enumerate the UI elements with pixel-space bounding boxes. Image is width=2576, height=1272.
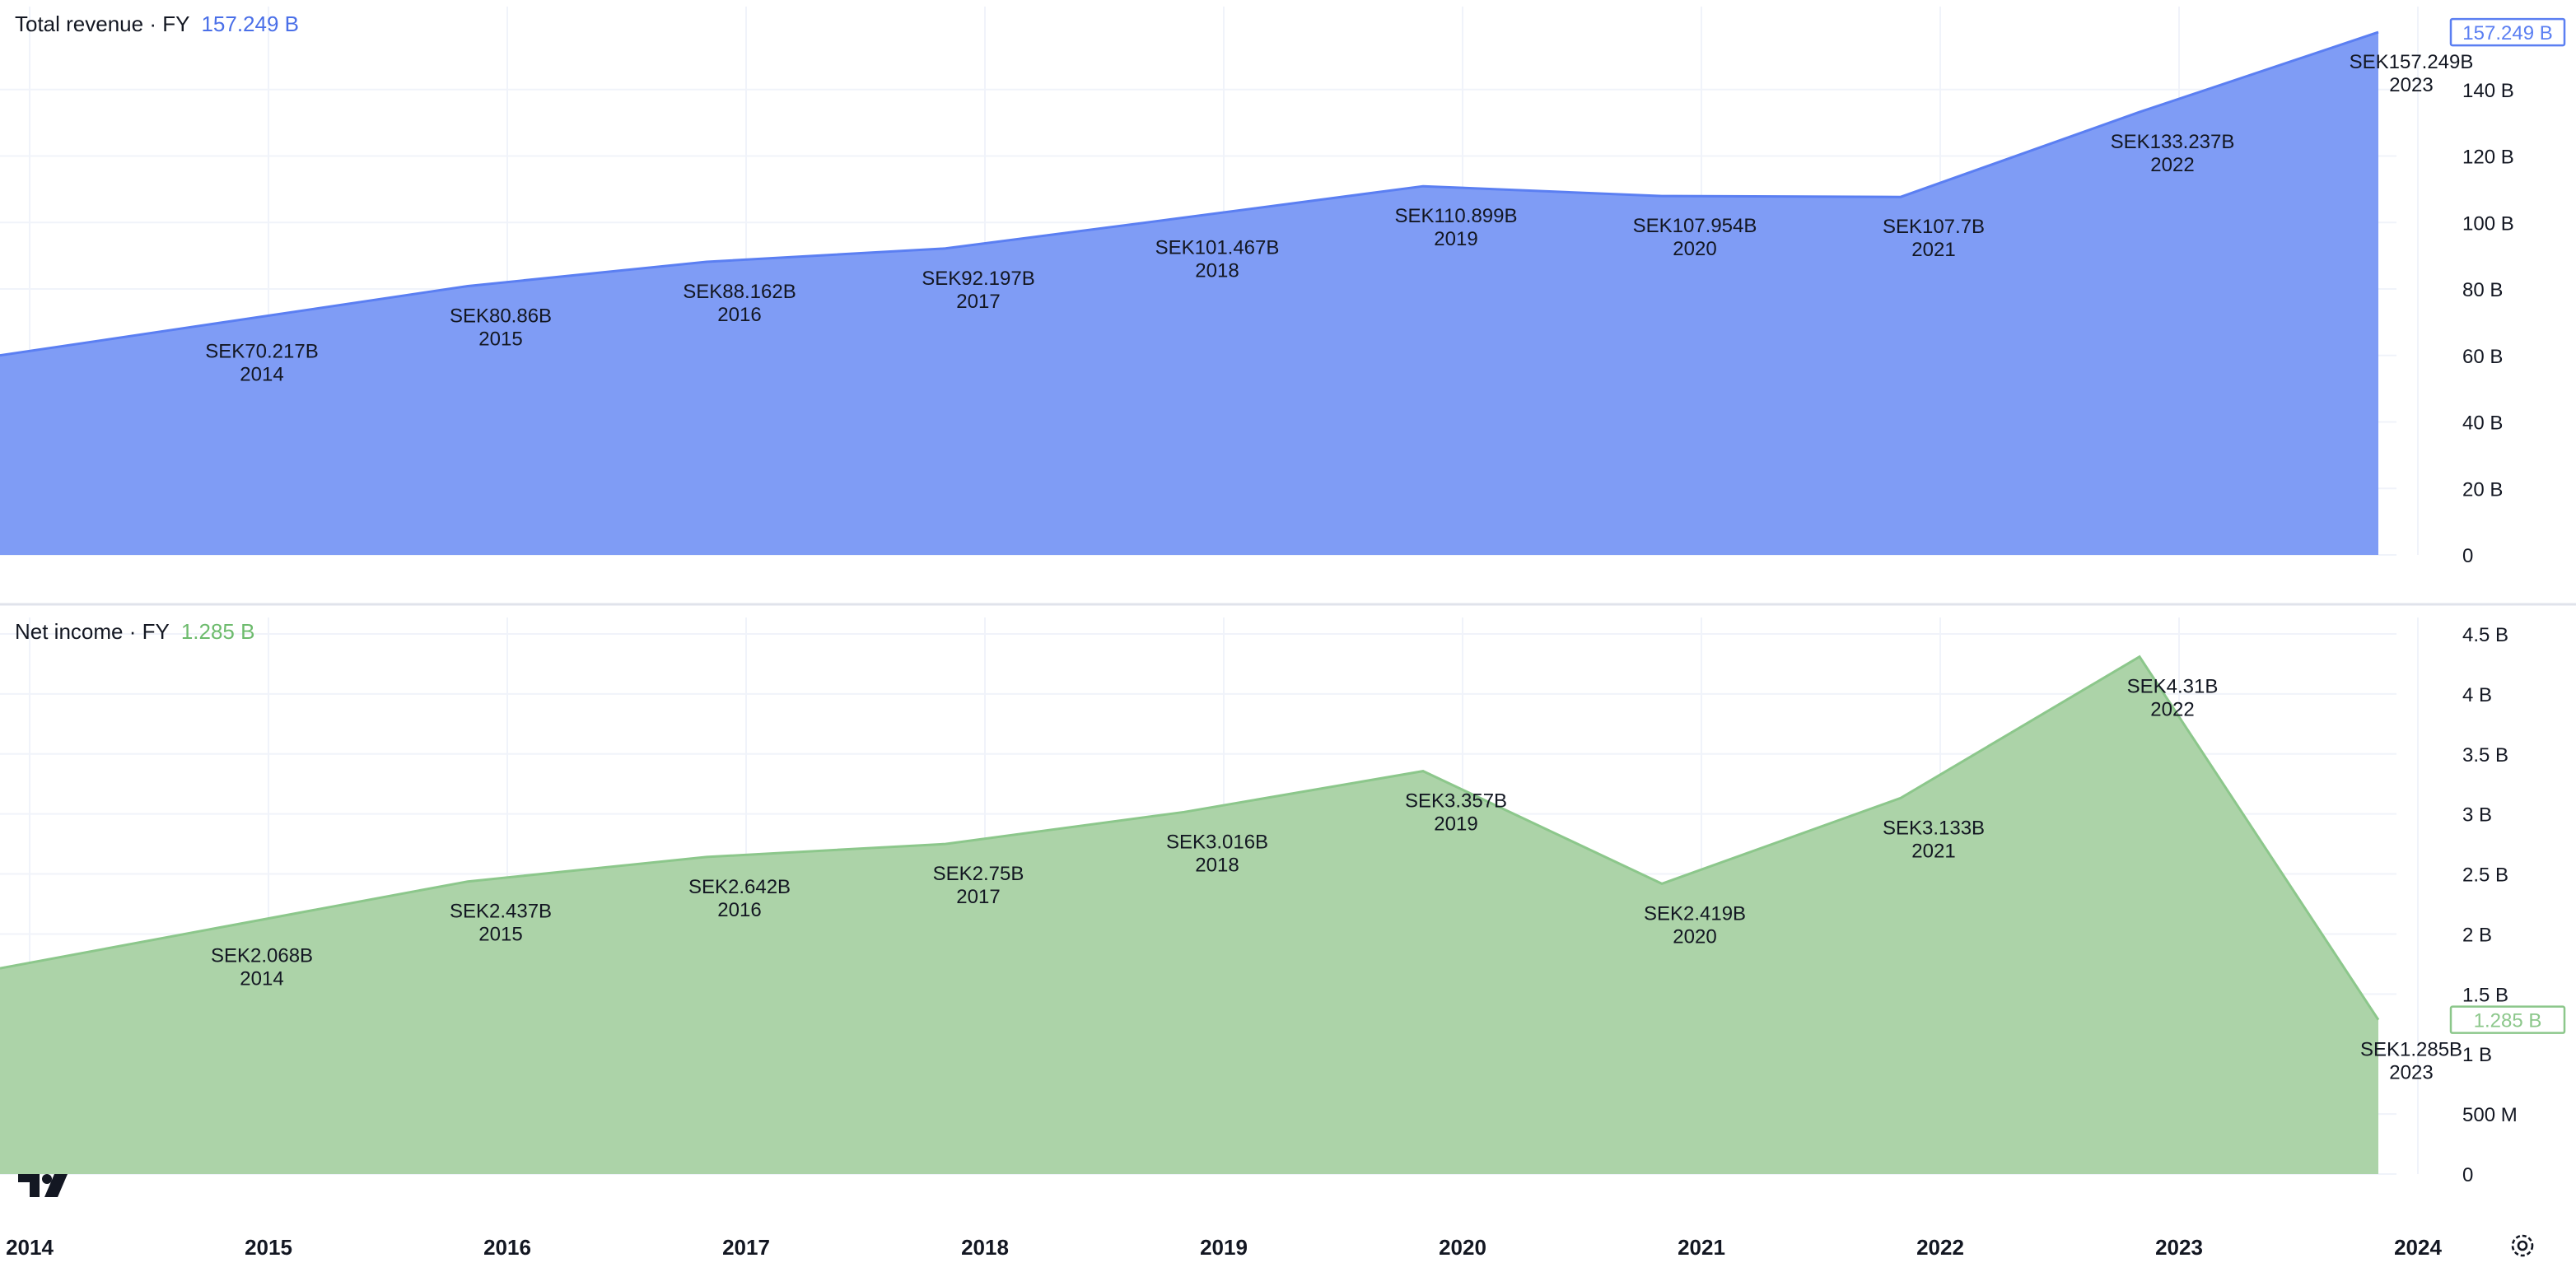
data-label-year: 2023: [2389, 1062, 2433, 1084]
data-label-year: 2014: [240, 363, 283, 385]
data-label-value: SEK2.419B: [1644, 902, 1746, 925]
x-tick-label: 2016: [483, 1235, 531, 1260]
y-tick-label: 0: [2462, 545, 2473, 567]
net-income-legend: Net income · FY 1.285 B: [15, 619, 254, 645]
data-label-year: 2022: [2150, 699, 2194, 721]
revenue-legend: Total revenue · FY 157.249 B: [15, 12, 299, 37]
data-label-year: 2018: [1195, 259, 1239, 282]
data-label-year: 2017: [956, 291, 1000, 313]
data-label-year: 2016: [717, 899, 761, 921]
net-income-area: [0, 656, 2378, 1174]
tradingview-logo[interactable]: [18, 1172, 71, 1202]
data-label-year: 2019: [1434, 228, 1477, 250]
revenue-legend-value: 157.249 B: [201, 12, 299, 36]
last-value-badge: [2449, 1005, 2566, 1034]
data-label-value: SEK4.31B: [2127, 676, 2219, 698]
data-label-value: SEK107.954B: [1633, 215, 1757, 237]
y-tick-label: 4.5 B: [2462, 624, 2508, 646]
y-tick-label: 3.5 B: [2462, 744, 2508, 766]
data-label-year: 2021: [1911, 239, 1955, 261]
data-label-value: SEK2.75B: [933, 863, 1024, 885]
net-income-line: [0, 655, 2380, 1021]
data-label-year: 2016: [717, 304, 761, 326]
y-tick-label: 0: [2462, 1164, 2473, 1186]
y-tick-label: 1.5 B: [2462, 984, 2508, 1006]
y-tick-label: 100 B: [2462, 212, 2514, 235]
data-label-value: SEK92.197B: [922, 268, 1034, 290]
data-label-value: SEK2.068B: [211, 945, 313, 967]
x-tick-label: 2019: [1200, 1235, 1248, 1260]
data-label-value: SEK1.285B: [2360, 1039, 2462, 1061]
x-tick-label: 2023: [2155, 1235, 2203, 1260]
data-label-year: 2020: [1673, 925, 1716, 948]
data-label-value: SEK80.86B: [450, 305, 552, 328]
y-tick-label: 40 B: [2462, 412, 2503, 435]
data-label-year: 2015: [478, 328, 522, 351]
y-tick-label: 120 B: [2462, 147, 2514, 169]
y-tick-label: 2 B: [2462, 924, 2492, 946]
x-tick-label: 2014: [6, 1235, 54, 1260]
last-value-badge: [2449, 17, 2566, 47]
revenue-legend-title: Total revenue · FY: [15, 12, 190, 36]
x-tick-label: 2015: [245, 1235, 292, 1260]
revenue-pane: 0 20 B 40 B 60 B 80 B 100 B 120 B 140 B SEK70.21…: [0, 17, 2566, 567]
data-label-value: SEK2.642B: [688, 876, 791, 898]
x-tick-label: 2018: [961, 1235, 1009, 1260]
data-label-value: SEK2.437B: [450, 901, 552, 923]
x-tick-label: 2024: [2394, 1235, 2442, 1260]
y-tick-label: 3 B: [2462, 804, 2492, 827]
net-income-pane: 0 500 M 1 B 1.5 B 2 B 2.5 B 3 B 3.5 B 4 B 4.5 B SE…: [0, 624, 2566, 1186]
data-label-year: 2014: [240, 968, 283, 990]
data-label-value: SEK88.162B: [683, 281, 796, 303]
x-tick-label: 2020: [1439, 1235, 1486, 1260]
data-label-value: SEK157.249B: [2350, 51, 2474, 73]
data-label-value: SEK110.899B: [1394, 205, 1517, 227]
data-label-value: SEK107.7B: [1883, 216, 1985, 238]
y-tick-label: 140 B: [2462, 80, 2514, 102]
y-tick-label: 20 B: [2462, 478, 2503, 501]
data-label-value: SEK70.217B: [205, 340, 318, 362]
data-label-year: 2019: [1434, 813, 1477, 836]
gear-icon[interactable]: [2508, 1232, 2536, 1260]
data-label-value: SEK3.133B: [1883, 817, 1985, 839]
data-label-year: 2022: [2150, 154, 2194, 176]
data-label-value: SEK3.016B: [1166, 831, 1268, 853]
data-label-year: 2020: [1673, 238, 1716, 260]
revenue-area: [0, 32, 2378, 556]
x-tick-label: 2022: [1916, 1235, 1964, 1260]
y-tick-label: 2.5 B: [2462, 864, 2508, 887]
data-label-year: 2023: [2389, 74, 2433, 96]
data-label-value: SEK101.467B: [1155, 236, 1280, 259]
last-value-label: 157.249 B: [2462, 22, 2552, 44]
data-label-year: 2015: [478, 924, 522, 946]
net-income-legend-title: Net income · FY: [15, 619, 170, 644]
net-income-legend-value: 1.285 B: [180, 619, 255, 644]
data-label-year: 2018: [1195, 854, 1239, 876]
x-tick-label: 2017: [722, 1235, 770, 1260]
data-label-value: SEK3.357B: [1405, 790, 1507, 813]
data-label-year: 2017: [956, 886, 1000, 908]
y-tick-label: 4 B: [2462, 684, 2492, 706]
y-tick-label: 60 B: [2462, 346, 2503, 368]
revenue-line: [0, 30, 2379, 357]
data-label-value: SEK133.237B: [2111, 131, 2235, 153]
y-tick-label: 500 M: [2462, 1104, 2518, 1126]
last-value-label: 1.285 B: [2474, 1010, 2542, 1032]
x-tick-label: 2021: [1678, 1235, 1725, 1260]
y-tick-label: 1 B: [2462, 1044, 2492, 1066]
data-label-year: 2021: [1911, 840, 1955, 862]
y-tick-label: 80 B: [2462, 279, 2503, 301]
